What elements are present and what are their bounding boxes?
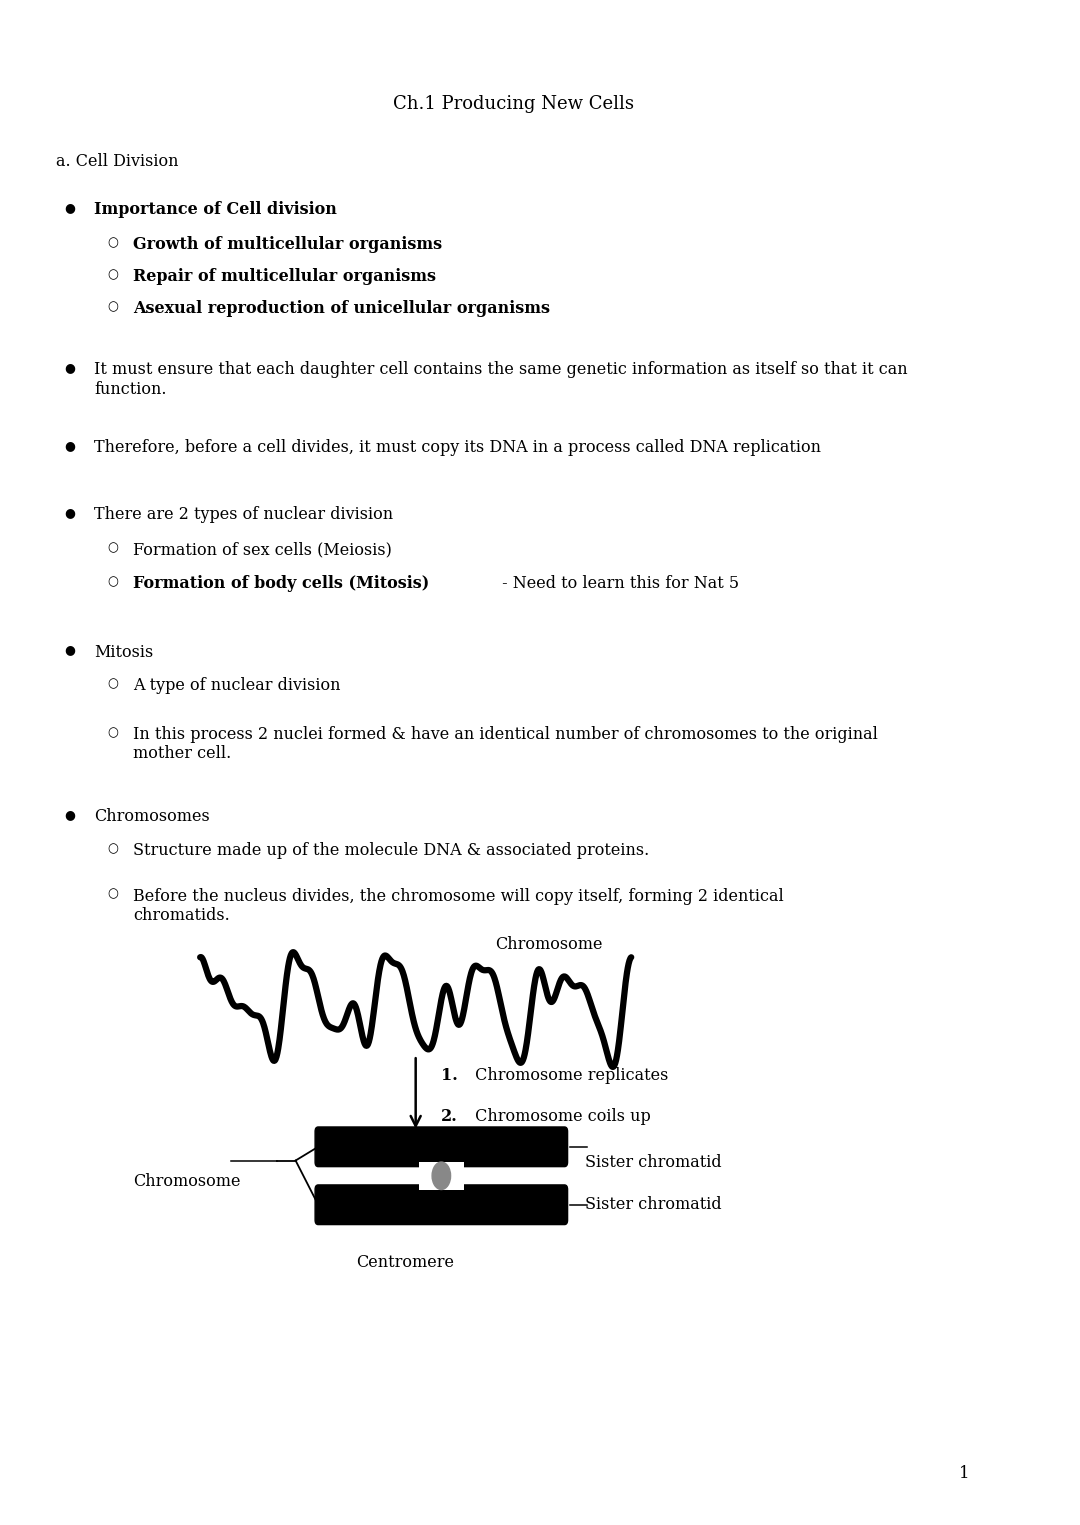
Text: Ch.1 Producing New Cells: Ch.1 Producing New Cells (393, 95, 634, 113)
Text: Importance of Cell division: Importance of Cell division (94, 201, 337, 218)
Text: Chromosomes: Chromosomes (94, 808, 211, 825)
Text: ○: ○ (108, 842, 119, 856)
Text: Sister chromatid: Sister chromatid (585, 1153, 721, 1171)
Text: Chromosome coils up: Chromosome coils up (470, 1107, 651, 1125)
Text: Formation of sex cells (Meiosis): Formation of sex cells (Meiosis) (134, 541, 392, 558)
Text: In this process 2 nuclei formed & have an identical number of chromosomes to the: In this process 2 nuclei formed & have a… (134, 726, 878, 762)
FancyBboxPatch shape (315, 1185, 568, 1225)
Text: Asexual reproduction of unicellular organisms: Asexual reproduction of unicellular orga… (134, 300, 551, 317)
Text: A type of nuclear division: A type of nuclear division (134, 677, 341, 694)
Text: It must ensure that each daughter cell contains the same genetic information as : It must ensure that each daughter cell c… (94, 361, 908, 398)
Text: 1.: 1. (442, 1066, 458, 1084)
Text: Structure made up of the molecule DNA & associated proteins.: Structure made up of the molecule DNA & … (134, 842, 650, 859)
Bar (419, 1162, 464, 1190)
Text: ○: ○ (108, 268, 119, 282)
Text: Chromosome replicates: Chromosome replicates (470, 1066, 669, 1084)
Text: a. Cell Division: a. Cell Division (56, 152, 179, 169)
Text: ●: ● (65, 644, 76, 657)
Text: ●: ● (65, 439, 76, 453)
Text: ○: ○ (108, 888, 119, 901)
Text: ○: ○ (108, 575, 119, 589)
Text: Chromosome: Chromosome (496, 936, 603, 953)
Text: Mitosis: Mitosis (94, 644, 153, 660)
Text: - Need to learn this for Nat 5: - Need to learn this for Nat 5 (497, 575, 739, 592)
Text: ●: ● (65, 201, 76, 215)
Text: ○: ○ (108, 541, 119, 555)
Text: 1: 1 (959, 1466, 970, 1482)
Text: Sister chromatid: Sister chromatid (585, 1196, 721, 1214)
Text: Growth of multicellular organisms: Growth of multicellular organisms (134, 236, 443, 253)
Text: ●: ● (65, 361, 76, 375)
Text: ●: ● (65, 808, 76, 822)
Text: There are 2 types of nuclear division: There are 2 types of nuclear division (94, 506, 393, 523)
Text: Before the nucleus divides, the chromosome will copy itself, forming 2 identical: Before the nucleus divides, the chromoso… (134, 888, 784, 924)
Text: Centromere: Centromere (356, 1254, 455, 1270)
Text: ○: ○ (108, 236, 119, 250)
Text: ○: ○ (108, 677, 119, 691)
FancyBboxPatch shape (315, 1127, 568, 1167)
Text: Therefore, before a cell divides, it must copy its DNA in a process called DNA r: Therefore, before a cell divides, it mus… (94, 439, 822, 456)
Circle shape (432, 1162, 450, 1190)
Text: Formation of body cells (Mitosis): Formation of body cells (Mitosis) (134, 575, 430, 592)
Text: ○: ○ (108, 726, 119, 740)
Text: ●: ● (65, 506, 76, 520)
Text: Chromosome: Chromosome (134, 1173, 241, 1191)
Text: Repair of multicellular organisms: Repair of multicellular organisms (134, 268, 436, 285)
Text: ○: ○ (108, 300, 119, 314)
Text: 2.: 2. (442, 1107, 458, 1125)
